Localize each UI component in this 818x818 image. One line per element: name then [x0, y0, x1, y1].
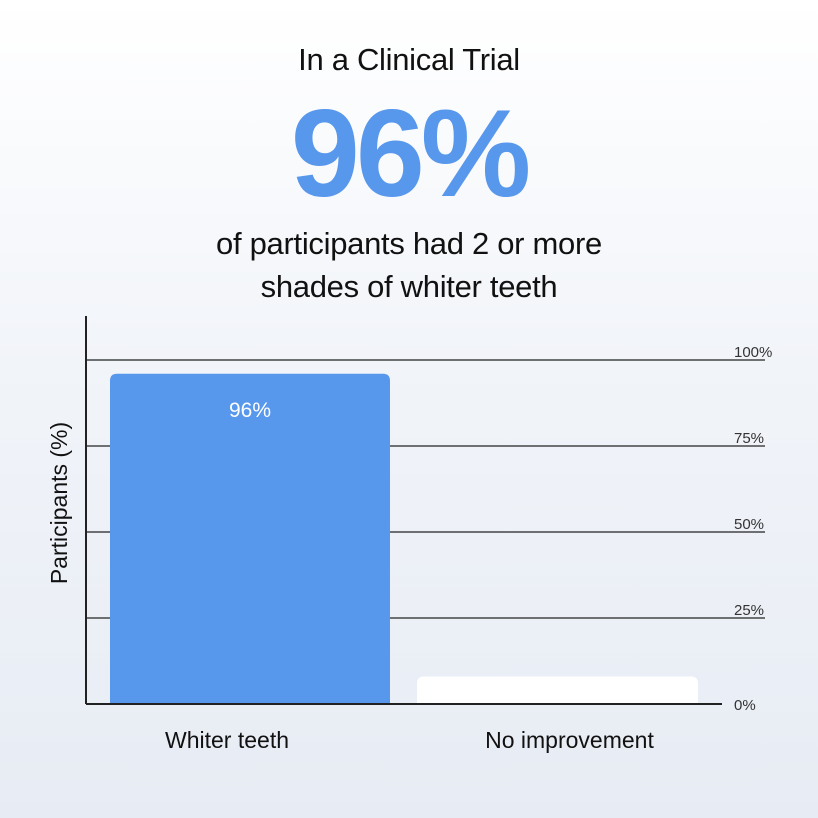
y-tick-label-0: 0%: [734, 697, 756, 714]
tagline-line-1: of participants had 2 or more: [216, 226, 602, 261]
headline-stat: 96%: [290, 85, 531, 223]
y-tick-label-100: 100%: [734, 344, 772, 361]
y-axis-label: Participants (%): [46, 422, 72, 584]
bar-whiter-teeth: [110, 373, 390, 704]
data-label-0: 96%: [229, 399, 271, 422]
tagline-line-2: shades of whiter teeth: [260, 269, 558, 304]
chart-subtitle: In a Clinical Trial: [298, 42, 520, 77]
bar-no-improvement: [417, 676, 698, 704]
y-tick-label-25: 25%: [734, 602, 764, 619]
x-category-label-0: Whiter teeth: [165, 727, 289, 753]
chart-tagline: of participants had 2 or more shades of …: [0, 222, 818, 308]
y-tick-label-75: 75%: [734, 430, 764, 447]
x-category-label-1: No improvement: [485, 727, 654, 753]
y-tick-label-50: 50%: [734, 516, 764, 533]
